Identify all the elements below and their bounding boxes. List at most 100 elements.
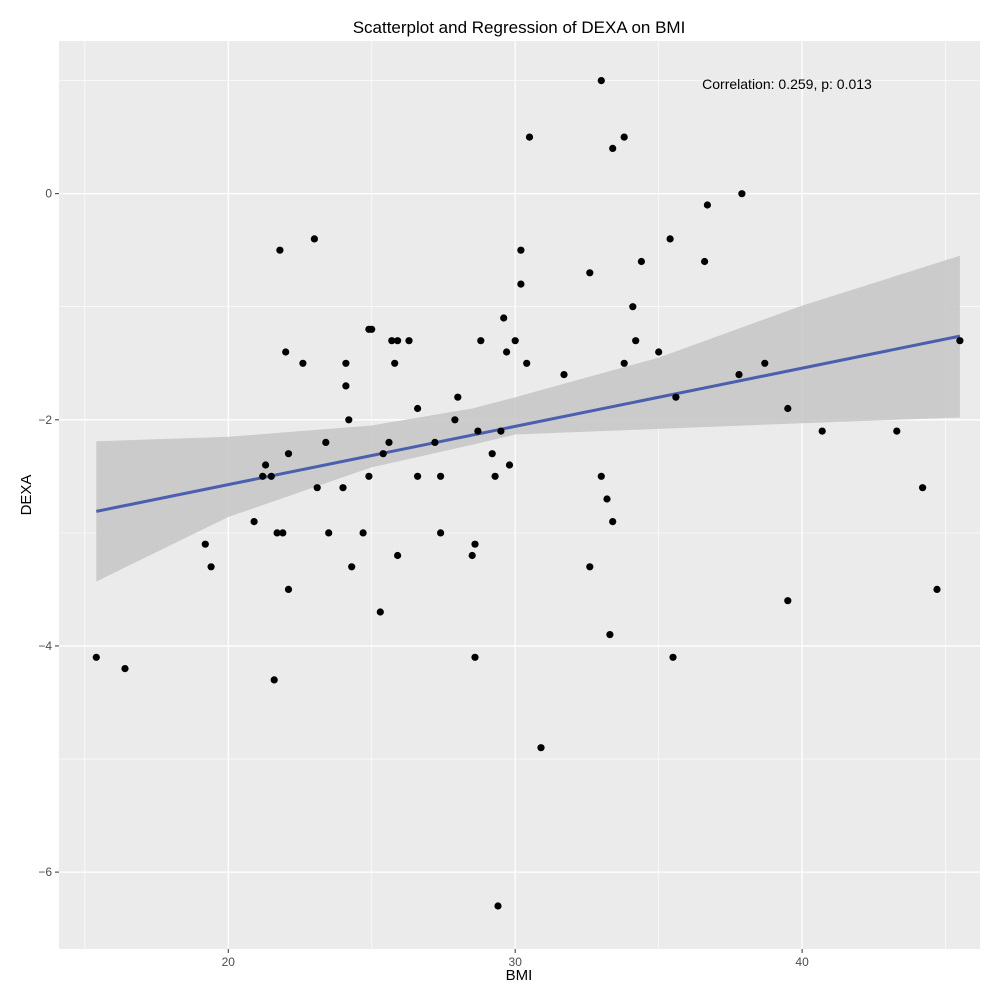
data-point: [394, 337, 402, 345]
data-point: [284, 450, 293, 458]
x-tick-label: 20: [222, 955, 236, 969]
data-point: [474, 427, 482, 435]
y-axis-title: DEXA: [18, 475, 35, 516]
data-point: [609, 144, 617, 152]
data-point: [477, 337, 485, 345]
data-point: [525, 133, 534, 141]
data-point: [517, 280, 525, 288]
data-point: [956, 337, 964, 345]
data-point: [505, 461, 514, 469]
x-tick-label: 40: [795, 955, 809, 969]
chart-title: Scatterplot and Regression of DEXA on BM…: [353, 18, 686, 37]
data-point: [348, 563, 356, 571]
data-point: [468, 551, 476, 560]
data-point: [405, 337, 413, 345]
data-point: [259, 472, 267, 480]
data-point: [345, 416, 353, 424]
data-point: [339, 484, 347, 492]
y-tick-label: 0: [45, 187, 52, 201]
data-point: [511, 337, 519, 345]
data-point: [606, 631, 614, 639]
data-point: [92, 653, 100, 661]
data-point: [279, 529, 287, 537]
data-point: [919, 484, 927, 492]
data-point: [414, 404, 422, 413]
x-tick-labels: 20 30 40: [222, 949, 809, 969]
data-point: [666, 235, 674, 243]
data-point: [603, 495, 611, 503]
y-tick-label: −6: [38, 865, 52, 879]
data-point: [325, 529, 333, 537]
data-point: [250, 518, 258, 526]
correlation-annotation: Correlation: 0.259, p: 0.013: [702, 76, 872, 92]
data-point: [703, 201, 712, 209]
data-point: [368, 325, 376, 333]
data-point: [629, 303, 637, 311]
data-point: [310, 235, 318, 243]
data-point: [503, 348, 511, 356]
data-point: [451, 416, 459, 424]
data-point: [322, 438, 330, 446]
data-point: [313, 484, 321, 492]
data-point: [207, 563, 215, 571]
data-point: [517, 246, 525, 254]
regression-line-layer: [96, 334, 961, 513]
data-point: [201, 540, 209, 548]
data-point: [537, 744, 545, 752]
data-point: [620, 359, 628, 367]
data-point: [121, 665, 129, 673]
grid-layer: [59, 41, 980, 949]
data-point: [267, 472, 275, 480]
data-point: [761, 359, 769, 367]
regression-line: [96, 334, 961, 513]
data-point: [672, 393, 680, 401]
data-point: [586, 563, 594, 571]
data-point: [437, 472, 445, 480]
data-point: [282, 348, 290, 356]
data-point: [586, 269, 594, 277]
data-point: [359, 529, 367, 537]
data-point: [273, 529, 281, 537]
data-point: [342, 382, 350, 390]
data-point: [262, 461, 270, 469]
data-point: [414, 472, 422, 480]
data-point: [497, 427, 505, 435]
data-point: [738, 190, 746, 198]
data-point: [379, 450, 387, 458]
data-point: [394, 551, 402, 560]
data-point: [284, 585, 293, 594]
data-point: [784, 404, 792, 413]
data-point: [342, 359, 350, 367]
data-point: [365, 472, 373, 480]
data-point: [276, 246, 284, 254]
data-point: [385, 438, 393, 446]
data-point: [391, 359, 399, 367]
confidence-band: [96, 255, 960, 582]
data-point: [299, 359, 307, 367]
data-point: [471, 653, 479, 661]
data-point: [431, 438, 439, 446]
data-point: [597, 472, 605, 480]
x-axis-title: BMI: [506, 967, 533, 984]
data-point: [893, 427, 901, 435]
data-point: [784, 597, 792, 605]
data-point: [933, 585, 941, 594]
data-point: [500, 314, 508, 322]
y-tick-label: −4: [38, 639, 52, 653]
data-point: [523, 359, 531, 367]
y-tick-labels: 0 −2 −4 −6: [38, 187, 59, 879]
data-point: [655, 348, 663, 356]
data-point: [388, 337, 396, 345]
data-point: [701, 257, 709, 266]
data-point: [471, 540, 479, 548]
data-point: [454, 393, 462, 401]
data-point: [376, 608, 384, 616]
data-point: [818, 427, 826, 435]
data-point: [437, 529, 445, 537]
data-point: [560, 371, 568, 379]
data-point: [735, 371, 743, 379]
data-point: [620, 133, 628, 141]
x-tick-label: 30: [509, 955, 523, 969]
data-point: [597, 77, 605, 85]
